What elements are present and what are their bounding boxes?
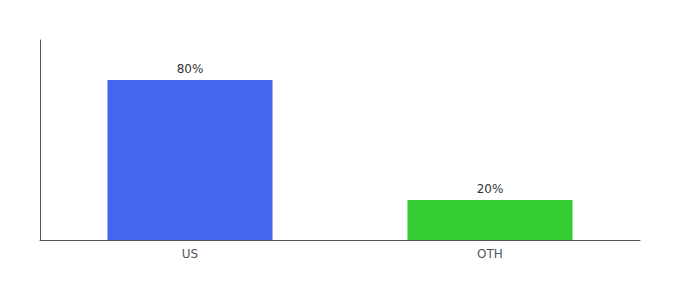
svg-text:20%: 20%: [477, 182, 504, 196]
svg-text:US: US: [182, 247, 198, 261]
svg-text:OTH: OTH: [477, 247, 503, 261]
svg-text:80%: 80%: [177, 62, 204, 76]
